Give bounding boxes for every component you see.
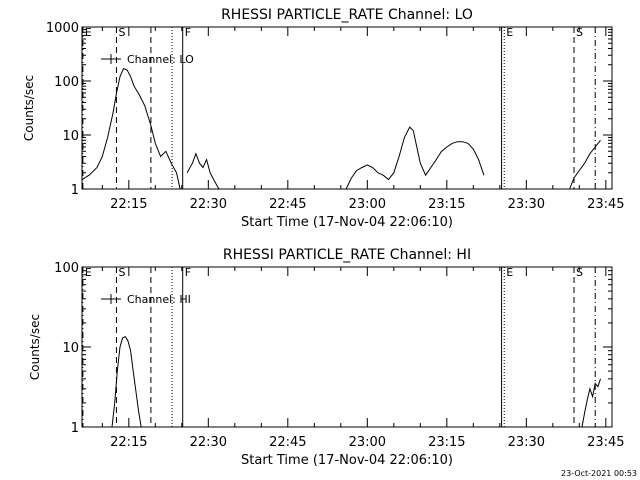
- x-tick-label: 23:45: [587, 197, 624, 212]
- chart-title: RHESSI PARTICLE_RATE Channel: LO: [221, 7, 473, 23]
- x-tick-label: 23:15: [428, 197, 465, 212]
- y-tick-label: 10: [62, 129, 79, 144]
- x-tick-label: 23:45: [587, 435, 624, 450]
- footer-timestamp: 23-Oct-2021 00:53: [561, 469, 637, 478]
- y-tick-label: 1: [71, 183, 79, 198]
- event-marker-label: E: [506, 266, 513, 279]
- x-tick-label: 22:30: [190, 435, 227, 450]
- series-line: [569, 139, 601, 190]
- x-tick-label: 23:30: [508, 435, 545, 450]
- event-marker-label: S: [576, 266, 583, 279]
- series-line: [186, 152, 220, 190]
- x-tick-label: 23:15: [428, 435, 465, 450]
- event-marker-label: F: [185, 266, 191, 279]
- event-marker-label: S: [118, 26, 125, 39]
- series-line: [581, 378, 601, 428]
- x-tick-label: 22:15: [110, 197, 147, 212]
- y-tick-label: 100: [54, 75, 79, 90]
- x-axis-label: Start Time (17-Nov-04 22:06:10): [241, 453, 453, 468]
- x-tick-label: 22:15: [110, 435, 147, 450]
- x-axis-label: Start Time (17-Nov-04 22:06:10): [241, 215, 453, 230]
- chart-panel-hi: RHESSI PARTICLE_RATE Channel: HI Counts/s…: [28, 247, 625, 468]
- y-tick-label: 100: [54, 261, 79, 276]
- x-tick-label: 22:45: [269, 197, 306, 212]
- y-axis-label: Counts/sec: [28, 314, 42, 380]
- x-tick-label: 22:30: [190, 197, 227, 212]
- series-line: [111, 335, 142, 428]
- chart-panel-lo: RHESSI PARTICLE_RATE Channel: LO Counts/s…: [22, 7, 625, 230]
- x-tick-label: 23:00: [349, 197, 386, 212]
- x-tick-label: 22:45: [269, 435, 306, 450]
- x-tick-label: 23:30: [508, 197, 545, 212]
- chart-title: RHESSI PARTICLE_RATE Channel: HI: [223, 247, 471, 263]
- y-tick-label: 10: [62, 341, 79, 356]
- event-marker-label: E: [506, 26, 513, 39]
- series-line: [81, 67, 181, 190]
- event-marker-label: E: [85, 26, 92, 39]
- legend-label: Channel: LO: [127, 53, 194, 66]
- legend-label: Channel: HI: [127, 293, 191, 306]
- y-axis-label: Counts/sec: [22, 75, 36, 141]
- event-marker-label: E: [85, 266, 92, 279]
- event-marker-label: S: [118, 266, 125, 279]
- y-tick-label: 1: [71, 421, 79, 436]
- series-line: [345, 126, 485, 190]
- event-marker-label: S: [576, 26, 583, 39]
- plot-frame: [81, 26, 613, 190]
- plot-frame: [81, 266, 613, 428]
- event-marker-label: F: [185, 26, 191, 39]
- y-tick-label: 1000: [46, 21, 79, 36]
- x-tick-label: 23:00: [349, 435, 386, 450]
